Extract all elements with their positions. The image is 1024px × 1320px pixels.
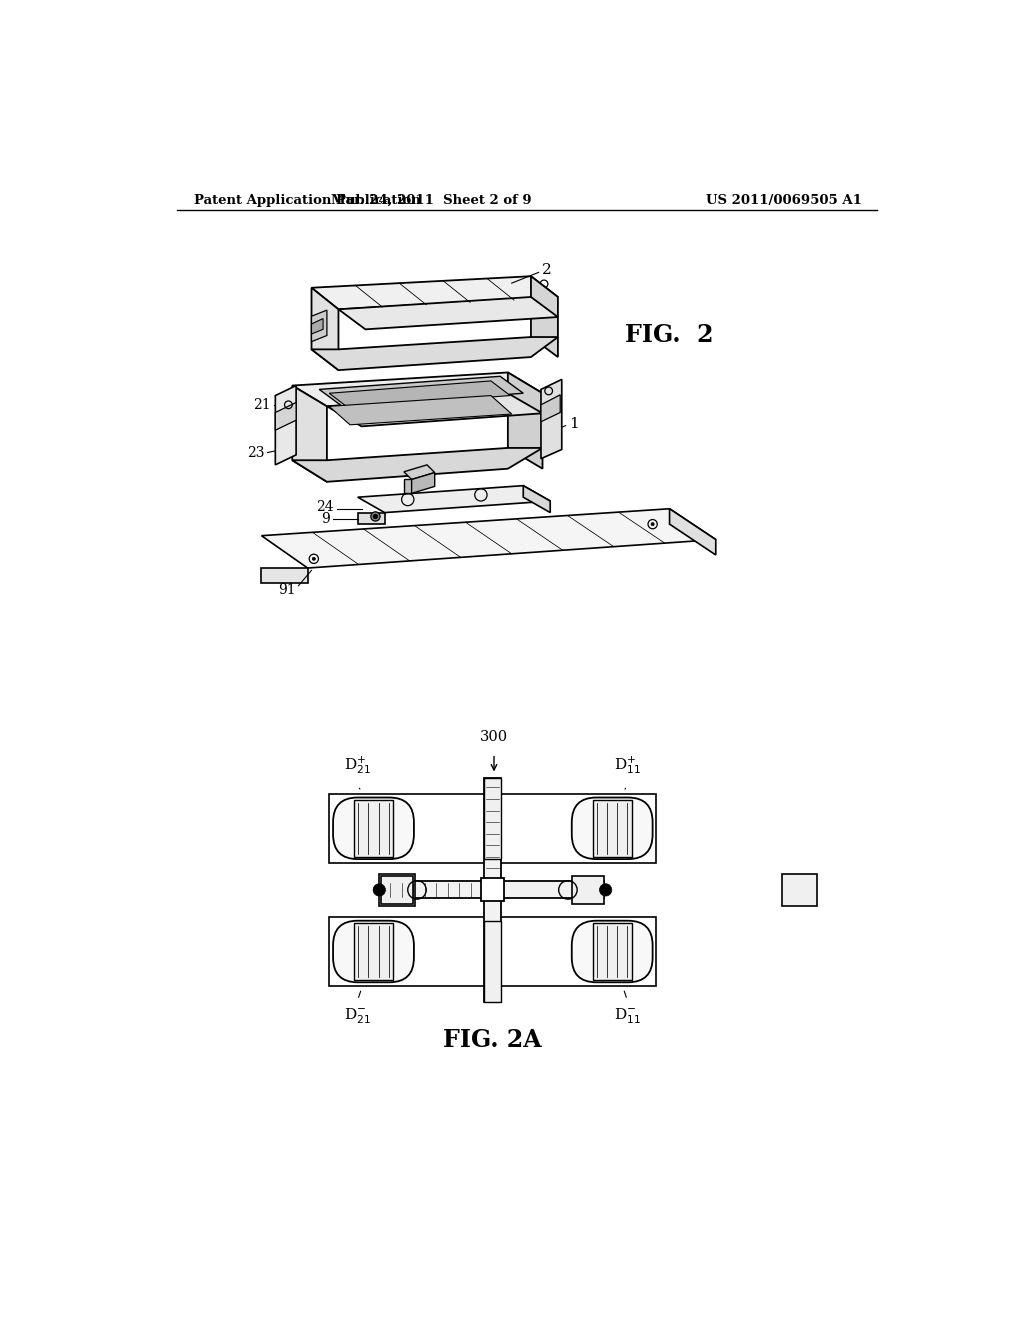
Bar (484, 779, 501, 1002)
Circle shape (651, 523, 654, 525)
Polygon shape (261, 568, 307, 583)
Text: FIG. 2A: FIG. 2A (443, 1028, 542, 1052)
Polygon shape (541, 395, 560, 422)
Polygon shape (330, 381, 510, 408)
Bar (593, 923, 632, 979)
Polygon shape (403, 479, 412, 494)
Text: 300: 300 (480, 730, 508, 743)
Text: 24: 24 (316, 500, 334, 515)
FancyBboxPatch shape (571, 921, 652, 982)
Polygon shape (523, 486, 550, 512)
Polygon shape (531, 276, 558, 358)
FancyBboxPatch shape (571, 797, 652, 859)
Polygon shape (292, 385, 327, 482)
Polygon shape (311, 318, 323, 334)
Polygon shape (261, 508, 716, 568)
Text: $\mathregular{D}_{11}^{-}$: $\mathregular{D}_{11}^{-}$ (613, 1007, 641, 1027)
Polygon shape (403, 465, 435, 479)
Circle shape (373, 884, 385, 896)
FancyBboxPatch shape (333, 921, 414, 982)
Bar (354, 923, 393, 979)
Polygon shape (275, 403, 296, 430)
Polygon shape (311, 276, 558, 309)
Text: 2: 2 (542, 263, 552, 277)
Polygon shape (275, 385, 296, 465)
Text: 21: 21 (253, 397, 270, 412)
Polygon shape (330, 396, 512, 425)
Text: $\mathregular{D}_{11}^{+}$: $\mathregular{D}_{11}^{+}$ (613, 754, 641, 776)
Polygon shape (670, 508, 716, 554)
Circle shape (371, 512, 380, 521)
Text: 9: 9 (322, 512, 330, 525)
Polygon shape (381, 876, 413, 904)
Polygon shape (339, 297, 558, 330)
Text: FIG.  2: FIG. 2 (626, 323, 714, 347)
Bar (354, 800, 393, 857)
Polygon shape (311, 337, 558, 370)
Text: $\mathregular{D}_{21}^{-}$: $\mathregular{D}_{21}^{-}$ (344, 1007, 371, 1027)
Bar (593, 800, 632, 857)
Polygon shape (327, 393, 543, 426)
Polygon shape (484, 779, 501, 859)
Polygon shape (292, 447, 543, 482)
Bar (481, 878, 504, 902)
Text: 1: 1 (568, 417, 579, 432)
Polygon shape (311, 288, 339, 370)
Polygon shape (508, 372, 543, 469)
Polygon shape (484, 921, 501, 1002)
Text: US 2011/0069505 A1: US 2011/0069505 A1 (707, 194, 862, 207)
Text: Mar. 24, 2011  Sheet 2 of 9: Mar. 24, 2011 Sheet 2 of 9 (331, 194, 531, 207)
Circle shape (312, 557, 315, 561)
Circle shape (373, 515, 378, 519)
Polygon shape (292, 372, 543, 407)
Polygon shape (357, 512, 385, 524)
Polygon shape (357, 486, 550, 512)
Polygon shape (541, 379, 562, 459)
Polygon shape (571, 876, 604, 904)
Circle shape (599, 884, 611, 896)
Polygon shape (311, 310, 327, 342)
Polygon shape (412, 473, 435, 494)
FancyBboxPatch shape (333, 797, 414, 859)
Text: 23: 23 (247, 446, 264, 461)
Bar (782, 874, 817, 906)
Bar (379, 874, 415, 906)
Polygon shape (319, 376, 523, 407)
Bar (381, 882, 604, 899)
Text: 91: 91 (278, 582, 295, 597)
Text: Patent Application Publication: Patent Application Publication (194, 194, 421, 207)
Text: $\mathregular{D}_{21}^{+}$: $\mathregular{D}_{21}^{+}$ (344, 754, 371, 776)
